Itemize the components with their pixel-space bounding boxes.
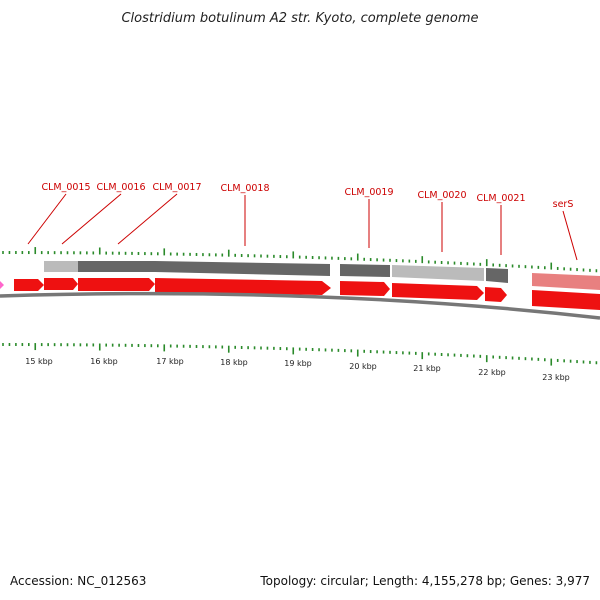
cds-arrow-clm-0021[interactable] [485, 287, 507, 302]
track-segment-clm-0021[interactable] [486, 268, 508, 283]
kbp-label: 15 kbp [25, 357, 53, 366]
cds-arrow-clm-0020[interactable] [392, 283, 484, 300]
track-segment-clm-0020[interactable] [392, 265, 484, 281]
gene-leader-lines [27, 193, 578, 261]
leader-line-clm_0017 [117, 193, 178, 245]
leader-line-sers [562, 210, 578, 261]
kbp-label: 21 kbp [413, 364, 441, 373]
genome-summary-text: Topology: circular; Length: 4,155,278 bp… [260, 574, 590, 588]
track-segment-clm-0015[interactable] [44, 261, 78, 272]
cds-arrow-clm-0017-18[interactable] [155, 278, 331, 295]
kbp-label: 19 kbp [284, 359, 312, 368]
gene-label-clm-0018[interactable]: CLM_0018 [220, 183, 269, 194]
kbp-label: 17 kbp [156, 357, 184, 366]
map-title: Clostridium botulinum A2 str. Kyoto, com… [121, 11, 478, 26]
genome-backbone [0, 291, 600, 320]
track-segment-clm-0017-18[interactable] [155, 261, 330, 276]
cds-arrow-1[interactable] [14, 279, 44, 291]
gene-label-sers[interactable]: serS [553, 199, 574, 210]
gene-label-clm-0019[interactable]: CLM_0019 [344, 187, 393, 198]
gene-track-upper [44, 261, 600, 290]
gene-label-clm-0016[interactable]: CLM_0016 [96, 182, 145, 193]
accession-text: Accession: NC_012563 [10, 574, 147, 588]
gene-label-clm-0020[interactable]: CLM_0020 [417, 190, 466, 201]
gene-label-clm-0017[interactable]: CLM_0017 [152, 182, 201, 193]
track-segment-clm-0016[interactable] [78, 261, 155, 272]
pink-marker [0, 281, 4, 289]
kbp-label: 18 kbp [220, 358, 248, 367]
inner-tick-row [2, 343, 598, 366]
kbp-label: 20 kbp [349, 362, 377, 371]
kbp-label: 23 kbp [542, 373, 570, 382]
track-segment-clm-0019[interactable] [340, 264, 390, 277]
kbp-label: 16 kbp [90, 357, 118, 366]
gene-label-clm-0015[interactable]: CLM_0015 [41, 182, 90, 193]
track-segment-sers[interactable] [532, 273, 600, 290]
cds-arrow-sers[interactable] [532, 290, 600, 310]
cds-arrow-clm-0015[interactable] [44, 278, 78, 290]
leader-line-clm_0015 [27, 193, 67, 245]
cds-arrow-clm-0016[interactable] [78, 278, 155, 291]
cds-arrow-clm-0019[interactable] [340, 281, 390, 296]
kbp-label: 22 kbp [478, 368, 506, 377]
gene-label-clm-0021[interactable]: CLM_0021 [476, 193, 525, 204]
cds-arrow-row [0, 278, 600, 310]
leader-line-clm_0016 [61, 193, 122, 245]
outer-tick-row [2, 247, 598, 273]
